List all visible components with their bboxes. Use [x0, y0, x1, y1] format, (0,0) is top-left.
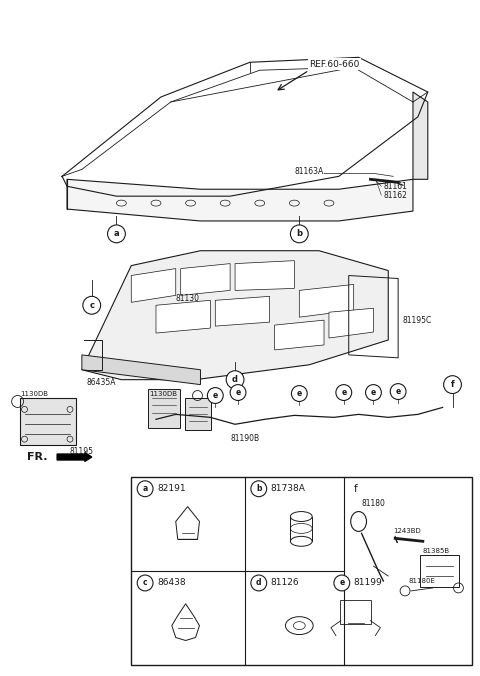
Text: e: e [297, 389, 302, 398]
Text: e: e [396, 387, 401, 396]
Text: FR.: FR. [27, 452, 48, 462]
FancyBboxPatch shape [185, 398, 211, 430]
Polygon shape [329, 308, 373, 338]
Text: 81161: 81161 [384, 182, 407, 191]
Polygon shape [82, 251, 388, 380]
Polygon shape [235, 261, 294, 291]
Text: e: e [213, 391, 218, 400]
FancyBboxPatch shape [20, 398, 76, 445]
FancyBboxPatch shape [148, 389, 180, 429]
Circle shape [207, 387, 223, 404]
Circle shape [137, 575, 153, 591]
Text: 81180: 81180 [361, 499, 385, 508]
Text: 81126: 81126 [271, 579, 299, 587]
Circle shape [137, 481, 153, 497]
Text: f: f [354, 484, 358, 493]
Polygon shape [156, 300, 210, 333]
Circle shape [291, 385, 307, 402]
Text: e: e [339, 579, 345, 587]
Text: c: c [89, 301, 94, 310]
Circle shape [226, 370, 244, 389]
Text: d: d [256, 579, 262, 587]
Text: b: b [296, 229, 302, 239]
Polygon shape [300, 285, 354, 317]
Circle shape [334, 575, 350, 591]
Polygon shape [275, 320, 324, 350]
Text: f: f [451, 380, 455, 389]
Polygon shape [131, 268, 176, 302]
Text: 81385B: 81385B [423, 548, 450, 554]
Circle shape [251, 575, 267, 591]
Circle shape [251, 481, 267, 497]
Text: 81190B: 81190B [230, 434, 260, 443]
Text: e: e [235, 388, 240, 397]
Circle shape [290, 225, 308, 243]
Text: 81195C: 81195C [402, 316, 432, 324]
Text: a: a [114, 229, 119, 239]
Text: 82191: 82191 [157, 484, 186, 493]
Circle shape [336, 385, 352, 400]
Text: 81199: 81199 [354, 579, 383, 587]
Circle shape [83, 296, 101, 314]
Circle shape [444, 376, 461, 393]
Ellipse shape [290, 523, 312, 533]
Text: 1243BD: 1243BD [393, 529, 421, 535]
Text: e: e [371, 388, 376, 397]
Text: 86435A: 86435A [87, 378, 116, 387]
Circle shape [366, 385, 381, 400]
Text: 81195: 81195 [70, 447, 94, 456]
Polygon shape [180, 264, 230, 295]
Text: 81163A: 81163A [294, 167, 324, 176]
Circle shape [230, 385, 246, 400]
Ellipse shape [290, 512, 312, 521]
Polygon shape [82, 355, 201, 385]
Polygon shape [216, 296, 270, 326]
FancyArrow shape [57, 452, 92, 462]
Text: d: d [232, 375, 238, 384]
Text: e: e [341, 388, 347, 397]
Bar [131, 477, 472, 665]
Polygon shape [413, 92, 428, 179]
Text: a: a [143, 484, 148, 493]
Circle shape [108, 225, 125, 243]
Circle shape [390, 383, 406, 400]
Text: 81180E: 81180E [408, 578, 435, 584]
Text: 86438: 86438 [157, 579, 186, 587]
Text: 81738A: 81738A [271, 484, 305, 493]
Text: b: b [256, 484, 262, 493]
Text: c: c [143, 579, 147, 587]
Text: 1130DB: 1130DB [21, 391, 48, 397]
Text: 1130DB: 1130DB [149, 391, 177, 397]
Text: 81130: 81130 [176, 294, 200, 303]
Polygon shape [67, 179, 413, 221]
Text: REF.60-660: REF.60-660 [309, 59, 360, 69]
Text: 81162: 81162 [384, 191, 407, 199]
